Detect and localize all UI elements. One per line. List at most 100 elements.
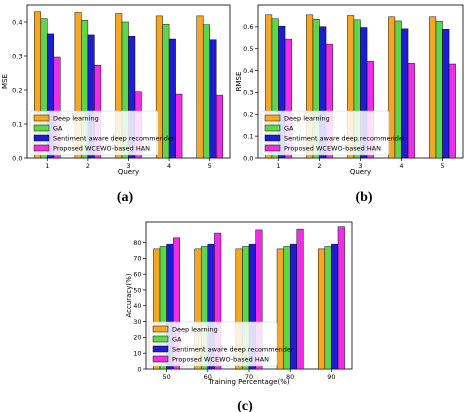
y-tick-label: 0.6 <box>243 23 253 31</box>
legend-swatch <box>152 355 169 363</box>
bar-ga-90 <box>324 246 332 370</box>
bar-deep-learning-90 <box>317 248 326 370</box>
chart-panel-1: 0.0 0.1 0.2 0.3 0.4 1 2 3 4 5 Query MSE Deep learnin… <box>1 4 231 205</box>
bar-ga-5 <box>435 20 443 159</box>
y-tick-label: 0 <box>137 365 141 373</box>
y-tick-label: 0.5 <box>243 45 253 53</box>
y-tick-label: 0.4 <box>243 67 253 75</box>
legend-label: Sentiment aware deep recommender <box>284 135 406 143</box>
legend: Deep learning GA Sentiment aware deep reco… <box>260 110 406 156</box>
x-tick-label: 1 <box>45 162 49 170</box>
bar-proposed-wcewo-based-han-1 <box>53 56 61 159</box>
y-tick-label: 10 <box>133 349 141 357</box>
y-tick-label: 60 <box>133 270 141 278</box>
y-tick-label: 40 <box>133 302 141 310</box>
x-tick-label: 2 <box>86 162 90 170</box>
x-tick-label: 4 <box>399 162 403 170</box>
panel-caption: (b) <box>355 190 372 205</box>
x-tick-label: 90 <box>327 373 335 381</box>
panel-caption: (c) <box>237 399 253 412</box>
legend-label: GA <box>284 125 294 133</box>
y-tick-label: 80 <box>133 239 141 247</box>
legend-swatch <box>264 134 281 142</box>
x-tick-label: 1 <box>276 162 280 170</box>
x-tick-label: 50 <box>162 373 170 381</box>
legend-box <box>260 110 390 156</box>
legend-label: Proposed WCEWO-based HAN <box>172 356 269 364</box>
legend-label: GA <box>172 336 182 344</box>
bar-proposed-wcewo-based-han-1 <box>284 38 292 159</box>
bar-proposed-wcewo-based-han-50 <box>172 237 181 370</box>
bar-sentiment-aware-deep-recommender-5 <box>442 29 450 159</box>
y-tick-label: 0.3 <box>12 52 22 60</box>
y-axis-label: Accuracy(%) <box>125 273 133 317</box>
y-tick-label: 70 <box>133 255 141 263</box>
y-axis-label: MSE <box>1 74 9 89</box>
legend-swatch <box>33 144 50 152</box>
bar-proposed-wcewo-based-han-80 <box>296 228 304 370</box>
chart-panel-2: 0.0 0.1 0.2 0.3 0.4 0.5 0.6 1 2 3 4 5 Query RMSE Deep … <box>235 4 464 205</box>
x-axis-label: Query <box>350 168 371 176</box>
legend-swatch <box>33 114 50 122</box>
legend-label: Sentiment aware deep recommender <box>172 346 294 354</box>
x-tick-label: 4 <box>167 162 171 170</box>
y-tick-label: 0.2 <box>12 86 22 94</box>
y-tick-label: 20 <box>133 334 141 342</box>
panel-caption: (a) <box>117 190 134 205</box>
x-tick-label: 5 <box>208 162 212 170</box>
legend-swatch <box>152 325 169 333</box>
y-tick-label: 0.3 <box>243 89 253 97</box>
bar-sentiment-aware-deep-recommender-5 <box>209 39 217 159</box>
y-tick-label: 50 <box>133 286 141 294</box>
y-tick-label: 30 <box>133 318 141 326</box>
legend-label: GA <box>53 125 63 133</box>
legend-swatch <box>264 114 281 122</box>
bar-proposed-wcewo-based-han-5 <box>215 94 223 159</box>
legend: Deep learning GA Sentiment aware deep reco… <box>148 321 294 367</box>
legend-swatch <box>264 144 281 152</box>
legend-label: Sentiment aware deep recommender <box>53 135 175 143</box>
x-axis-label: Training Percentage(%) <box>207 378 290 386</box>
y-tick-label: 0.4 <box>12 18 22 26</box>
bar-deep-learning-5 <box>196 15 204 159</box>
legend-label: Deep learning <box>284 115 330 123</box>
bar-proposed-wcewo-based-han-4 <box>407 63 415 159</box>
bar-proposed-wcewo-based-han-2 <box>325 43 333 159</box>
x-tick-label: 3 <box>358 162 362 170</box>
bar-deep-learning-5 <box>429 16 437 159</box>
legend-swatch <box>152 345 169 353</box>
x-tick-label: 80 <box>286 373 294 381</box>
legend-label: Proposed WCEWO-based HAN <box>284 145 381 153</box>
y-tick-label: 0.2 <box>243 111 253 119</box>
y-tick-label: 0.1 <box>12 120 22 128</box>
legend-box <box>148 321 278 367</box>
chart-panel-3: 0 10 20 30 40 50 60 70 80 50 60 70 80 90 Training Perc… <box>125 221 353 412</box>
bar-proposed-wcewo-based-han-60 <box>214 232 222 370</box>
legend-swatch <box>33 134 50 142</box>
x-tick-label: 5 <box>440 162 444 170</box>
bar-ga-5 <box>202 24 210 159</box>
legend-label: Deep learning <box>53 115 99 123</box>
legend-swatch <box>33 124 50 132</box>
bar-proposed-wcewo-based-han-3 <box>366 61 374 159</box>
x-axis-label: Query <box>118 168 139 176</box>
bar-proposed-wcewo-based-han-5 <box>448 63 456 159</box>
bar-sentiment-aware-deep-recommender-90 <box>331 243 339 370</box>
y-tick-label: 0.1 <box>243 132 253 140</box>
legend: Deep learning GA Sentiment aware deep reco… <box>29 110 175 156</box>
y-tick-label: 0.0 <box>12 154 22 162</box>
legend-label: Deep learning <box>172 326 218 334</box>
y-tick-label: 0.0 <box>243 154 253 162</box>
y-axis-label: RMSE <box>235 72 243 92</box>
x-tick-label: 3 <box>126 162 130 170</box>
bar-proposed-wcewo-based-han-90 <box>337 226 345 370</box>
legend-box <box>29 110 159 156</box>
legend-label: Proposed WCEWO-based HAN <box>53 145 150 153</box>
bar-proposed-wcewo-based-han-4 <box>175 93 183 159</box>
bar-proposed-wcewo-based-han-70 <box>255 229 263 370</box>
x-tick-label: 2 <box>317 162 321 170</box>
x-tick-label: 60 <box>204 373 212 381</box>
legend-swatch <box>264 124 281 132</box>
x-tick-label: 70 <box>245 373 253 381</box>
